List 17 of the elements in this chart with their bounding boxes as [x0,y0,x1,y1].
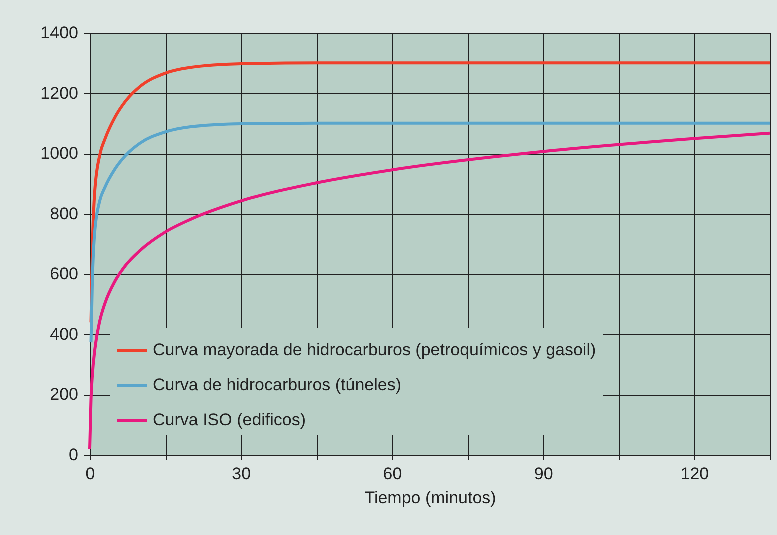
legend-label: Curva mayorada de hidrocarburos (petroquímicos y gasoil) [153,340,596,360]
legend-label: Curva ISO (edificos) [153,410,306,430]
y-tick-label: 600 [50,264,78,284]
x-axis-title: Tiempo (minutos) [364,488,496,508]
legend-label: Curva de hidrocarburos (túneles) [153,376,402,394]
y-tick-label: 0 [69,446,78,464]
x-tick-label: 60 [383,464,402,484]
y-tick-label: 800 [50,204,78,224]
y-tick-label: 1400 [40,24,78,42]
y-tick-label: 200 [50,385,78,404]
y-tick-label: 1000 [40,144,78,164]
x-tick-label: 0 [86,464,96,484]
y-tick-label: 400 [50,324,78,344]
x-tick-label: 90 [534,464,554,484]
x-tick-label: 30 [232,464,252,484]
y-tick-label: 1200 [40,84,78,103]
x-tick-label: 120 [680,464,710,484]
